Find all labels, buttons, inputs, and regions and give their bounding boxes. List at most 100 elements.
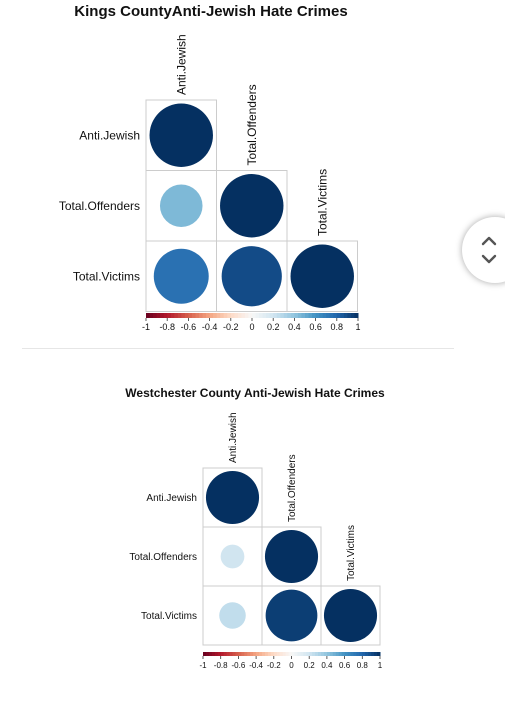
- colorbar-tick-label: -0.6: [181, 322, 197, 332]
- colorbar-tick-label: 1: [378, 661, 383, 670]
- colorbar-segment: [344, 652, 349, 656]
- row-label: Total.Offenders: [129, 552, 197, 563]
- colorbar-segment: [248, 313, 253, 318]
- colorbar-segment: [214, 652, 219, 656]
- colorbar-segment: [195, 313, 200, 318]
- colorbar-tick-label: 0.2: [304, 661, 316, 670]
- colorbar-segment: [220, 313, 225, 318]
- colorbar-segment: [297, 313, 302, 318]
- colorbar-segment: [312, 652, 316, 656]
- colorbar-tick-label: -0.4: [202, 322, 218, 332]
- row-label: Total.Victims: [73, 269, 140, 283]
- colorbar-segment: [343, 313, 348, 318]
- colorbar-segment: [312, 313, 317, 318]
- colorbar-segment: [315, 313, 320, 318]
- colorbar-segment: [350, 313, 355, 318]
- colorbar-tick-label: 0.6: [309, 322, 322, 332]
- colorbar-tick-label: -0.8: [214, 661, 228, 670]
- colorbar-segment: [208, 652, 213, 656]
- column-label: Anti.Jewish: [228, 412, 239, 463]
- colorbar-segment: [188, 313, 193, 318]
- colorbar-segment: [329, 652, 334, 656]
- colorbar-segment: [338, 652, 343, 656]
- colorbar-segment: [209, 313, 214, 318]
- colorbar-segment: [374, 652, 378, 656]
- colorbar-tick-label: -0.4: [249, 661, 263, 670]
- chevron-up-icon[interactable]: [480, 234, 498, 248]
- colorbar-tick-label: 0.8: [357, 661, 369, 670]
- colorbar-segment: [262, 652, 266, 656]
- colorbar-segment: [362, 652, 366, 656]
- colorbar-segment: [288, 652, 292, 656]
- colorbar-tick-label: 0: [249, 322, 254, 332]
- colorbar-segment: [300, 652, 304, 656]
- kings-county-chart-panel: Kings CountyAnti-Jewish Hate Crimes Anti.…: [0, 0, 505, 350]
- colorbar-segment: [174, 313, 179, 318]
- colorbar-segment: [354, 313, 359, 318]
- colorbar-segment: [273, 313, 278, 318]
- colorbar-segment: [230, 313, 235, 318]
- panel-divider: [22, 348, 454, 349]
- colorbar-segment: [247, 652, 251, 656]
- chevron-down-icon[interactable]: [480, 252, 498, 266]
- colorbar-segment: [353, 652, 357, 656]
- colorbar-segment: [329, 313, 334, 318]
- colorbar-segment: [267, 652, 272, 656]
- colorbar-segment: [269, 313, 274, 318]
- colorbar-segment: [319, 313, 324, 318]
- corr-circle-Anti.Jewish-Anti.Jewish: [205, 470, 260, 525]
- colorbar-segment: [229, 652, 233, 656]
- colorbar-segment: [303, 652, 307, 656]
- colorbar-segment: [259, 313, 264, 318]
- colorbar-tick-label: 1: [355, 322, 360, 332]
- colorbar-segment: [223, 313, 228, 318]
- colorbar-segment: [234, 313, 239, 318]
- colorbar-segment: [146, 313, 151, 318]
- colorbar-segment: [335, 652, 340, 656]
- colorbar-segment: [191, 313, 196, 318]
- row-label: Total.Victims: [141, 611, 197, 622]
- colorbar-segment: [205, 652, 210, 656]
- kings-county-correlation-chart: Kings CountyAnti-Jewish Hate Crimes Anti.…: [59, 3, 361, 332]
- colorbar-segment: [255, 313, 260, 318]
- colorbar-segment: [177, 313, 182, 318]
- colorbar-segment: [318, 652, 322, 656]
- colorbar-segment: [365, 652, 369, 656]
- colorbar-segment: [305, 313, 310, 318]
- colorbar-segment: [270, 652, 275, 656]
- colorbar-segment: [347, 313, 352, 318]
- chart-title: Westchester County Anti-Jewish Hate Crim…: [125, 386, 385, 400]
- corr-circle-Total.Victims-Total.Offenders: [221, 246, 282, 307]
- colorbar-segment: [244, 313, 249, 318]
- corr-circle-Total.Offenders-Anti.Jewish: [159, 184, 203, 228]
- colorbar-segment: [202, 313, 207, 318]
- colorbar-segment: [356, 652, 360, 656]
- corr-circle-Total.Victims-Total.Offenders: [265, 589, 318, 642]
- colorbar-segment: [264, 652, 269, 656]
- colorbar-segment: [336, 313, 341, 318]
- colorbar-segment: [211, 652, 216, 656]
- colorbar-segment: [321, 652, 325, 656]
- colorbar-segment: [216, 313, 221, 318]
- column-label: Total.Offenders: [245, 84, 259, 165]
- corr-circle-Total.Offenders-Anti.Jewish: [220, 544, 245, 569]
- colorbar-segment: [250, 652, 254, 656]
- column-label: Total.Offenders: [287, 454, 298, 522]
- colorbar: [203, 652, 381, 656]
- colorbar-segment: [359, 652, 363, 656]
- corr-circle-Anti.Jewish-Anti.Jewish: [149, 103, 213, 167]
- colorbar-segment: [285, 652, 290, 656]
- colorbar-segment: [149, 313, 154, 318]
- colorbar-segment: [232, 652, 236, 656]
- colorbar-segment: [306, 652, 310, 656]
- colorbar-segment: [340, 313, 345, 318]
- colorbar-segment: [341, 652, 346, 656]
- colorbar-segment: [294, 313, 299, 318]
- colorbar-segment: [350, 652, 354, 656]
- colorbar-segment: [181, 313, 186, 318]
- colorbar-segment: [220, 652, 225, 656]
- colorbar-segment: [290, 313, 295, 318]
- colorbar-segment: [308, 313, 313, 318]
- colorbar-tick-label: 0: [289, 661, 294, 670]
- colorbar-segment: [244, 652, 248, 656]
